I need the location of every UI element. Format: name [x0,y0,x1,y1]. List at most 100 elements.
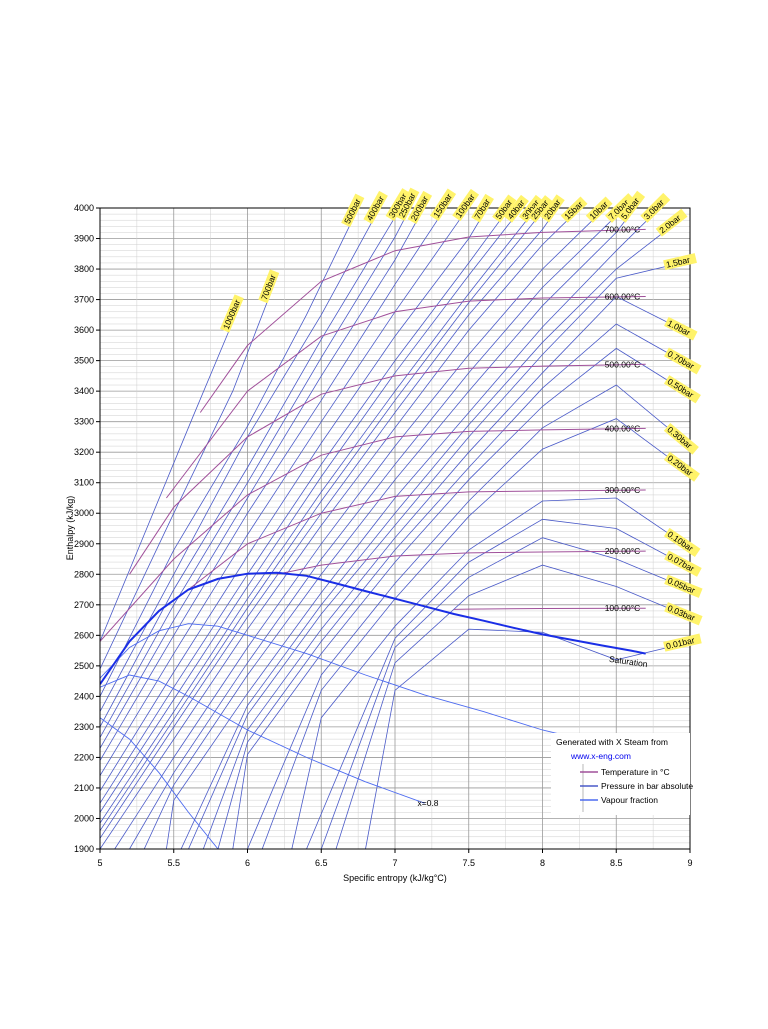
isobar-label-bg [258,269,280,304]
isobar-label-bg [655,208,688,237]
y-tick-label: 2300 [74,722,94,732]
legend-entry-label: Pressure in bar absolute [601,781,693,791]
isobar-label-bg [664,550,702,577]
isotherm-label-text: 100.00°C [605,603,641,613]
isobar-label-bg [663,423,699,455]
vapour-fraction-line [100,674,425,804]
isobar-line [100,218,529,824]
y-tick-label: 3300 [74,417,94,427]
y-tick-label: 3200 [74,447,94,457]
isobar-line [100,218,502,804]
isobar-label-bg [605,193,636,223]
vapour-fraction-line [100,717,219,849]
y-tick-label: 3600 [74,325,94,335]
isobar-label-text: 70bar [472,197,492,221]
isobar-label: 1.0bar [664,316,698,341]
isotherm-line [100,427,646,642]
isotherm-label-text: 400.00°C [605,423,641,433]
y-tick-label: 1900 [74,844,94,854]
isobar-line [247,384,669,849]
isobar-line [188,265,668,849]
isobar-label-bg [385,188,411,222]
y-tick-label: 2800 [74,569,94,579]
isobar-label: 0.01bar [663,633,702,652]
isotherm-label: 700.00°C [605,224,641,234]
isotherm-label: 500.00°C [605,359,641,369]
isobar-label: 1000bar [220,294,244,333]
isobar-label-text: 0.03bar [666,603,697,623]
x-tick-label: 9 [687,858,692,868]
legend-entry-label: Temperature in °C [601,767,670,777]
saturation-label-text: Saturation [608,654,648,669]
x-tick-label: 7.5 [462,858,475,868]
isobar-label: 0.20bar [663,451,700,482]
grid [99,207,691,850]
isobar-line [261,418,669,849]
isobar-label-bg [560,196,588,223]
y-tick-label: 2900 [74,539,94,549]
isobar-label-bg [341,193,365,228]
isobar-label: 0.03bar [664,602,703,626]
y-tick-label: 3500 [74,356,94,366]
isotherm-line [199,228,646,413]
x-tick-label: 5 [97,858,102,868]
isobar-label-bg [664,574,703,598]
isobar-label-bg [663,451,700,482]
isobar-line [100,216,440,761]
isobar-label-bg [663,375,701,404]
isobar-label-bg [395,187,420,221]
isobar-label-text: 0.01bar [665,635,696,651]
isobar-line [335,564,669,849]
isotherm-label: 200.00°C [605,546,641,556]
isobar-label-bg [663,633,702,652]
isotherm-label-text: 500.00°C [605,359,641,369]
isotherm-line [188,489,646,590]
isobar-line [100,218,481,792]
isobar-label-bg [504,194,529,223]
saturation-label: Saturation [608,654,648,669]
isobar-label-bg [407,190,433,225]
isobar-line [100,218,514,813]
isobar-line [291,497,669,849]
y-tick-label: 3000 [74,508,94,518]
isobar-line [143,218,627,849]
vapour-fraction-label: x=0.8 [418,798,439,808]
isobar-label-text: 150bar [431,192,454,220]
legend-box [551,733,690,815]
legend-link[interactable]: www.x-eng.com [570,751,631,761]
saturation-line [100,571,646,685]
isobar-line [100,220,418,749]
isobar-line [100,328,231,642]
vapour-fraction-label-text: x=0.8 [418,798,439,808]
y-tick-label: 2100 [74,783,94,793]
isobar-label-bg [518,194,544,223]
isobar-label-bg [664,316,698,341]
y-tick-label: 3100 [74,478,94,488]
y-tick-label: 4000 [74,203,94,213]
isotherm-label: 400.00°C [605,423,641,433]
isobar-line [100,218,570,849]
x-axis-title: Specific entropy (kJ/kg°C) [343,873,447,883]
y-tick-label: 2600 [74,630,94,640]
axis-ticks: 5 5.5 6 6.5 7 7.5 8 8.5 9 1900 2000 2100 2200 2300 240… [74,203,693,868]
isobar-line [100,299,269,670]
y-tick-label: 2200 [74,752,94,762]
y-tick-label: 3800 [74,264,94,274]
isobar-line [100,216,396,728]
isotherm-label: 300.00°C [605,485,641,495]
isobar-label: 0.05bar [664,574,703,598]
isobar-label: 150bar [430,188,457,222]
isobar-line [129,218,614,849]
curves [100,216,669,849]
isobar-label-bg [452,188,480,222]
legend-entries: Temperature in °C Pressure in bar absolut… [580,764,693,812]
isotherm-line [129,363,646,575]
isobar-label: 15bar [560,196,588,223]
isobar-label: 400bar [363,190,388,225]
isobar-label-bg [617,190,646,223]
isobar-label-bg [585,196,613,223]
isobar-label-bg [663,253,697,271]
isobar-label-bg [540,194,565,223]
y-axis-title: Enthalpy (kJ/kg) [65,496,75,561]
isobar-line [306,518,669,849]
